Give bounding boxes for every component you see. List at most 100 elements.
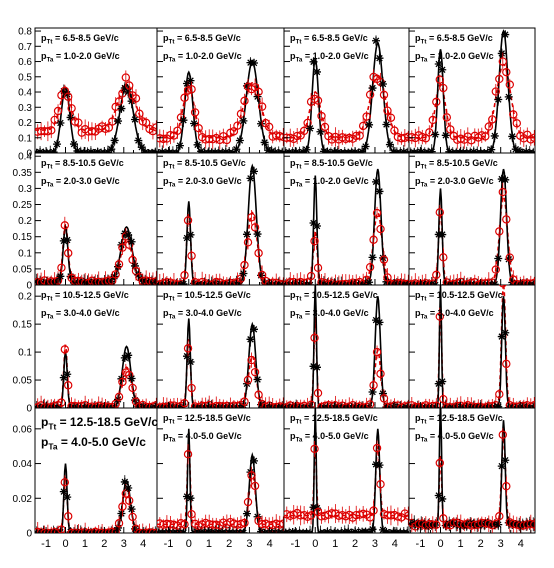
label-pTt: pTt = 12.5-18.5 GeV/c xyxy=(163,413,251,426)
black-star-point xyxy=(137,143,146,152)
red-circle-point xyxy=(435,312,444,321)
red-circle-point xyxy=(187,251,196,260)
label-pTa: pTa = 3.0-4.0 GeV/c xyxy=(41,308,120,321)
black-star-point xyxy=(93,403,102,408)
black-star-point xyxy=(494,402,503,408)
black-star-point xyxy=(257,527,266,533)
red-circle-point xyxy=(310,444,319,454)
panel-frame xyxy=(408,407,536,534)
red-circle-point xyxy=(236,274,246,283)
red-circle-point xyxy=(310,236,319,246)
red-circle-point xyxy=(240,397,249,406)
black-star-point xyxy=(124,351,133,360)
black-star-point xyxy=(186,76,195,85)
red-circle-point xyxy=(247,213,256,222)
black-star-point xyxy=(452,520,461,529)
red-circle-point xyxy=(509,110,518,119)
black-star-point xyxy=(501,175,510,184)
label-pTa: pTa = 1.0-2.0 GeV/c xyxy=(415,51,494,64)
x-tick-label: 4 xyxy=(392,538,398,550)
red-circle-point xyxy=(173,126,182,135)
red-circle-point xyxy=(362,275,371,284)
red-circle-point xyxy=(94,528,103,533)
y-tick-label: 0 xyxy=(26,529,32,540)
black-star-point xyxy=(529,520,535,529)
black-star-point xyxy=(179,116,188,125)
red-circle-point xyxy=(279,132,284,142)
red-circle-point xyxy=(114,392,124,402)
black-star-point xyxy=(66,113,75,122)
black-star-point xyxy=(107,277,116,285)
black-star-point xyxy=(497,175,506,184)
y-tick-label: 0.1 xyxy=(18,348,32,359)
black-star-point xyxy=(190,279,199,285)
red-circle-point xyxy=(502,359,511,369)
black-star-point xyxy=(246,174,255,183)
black-star-point xyxy=(250,456,259,465)
panel-r1-c2: pTt = 8.5-10.5 GeV/c pTa = 1.0-2.0 GeV/c xyxy=(283,152,410,286)
black-star-point xyxy=(49,148,58,153)
black-star-point xyxy=(347,280,356,285)
black-star-point xyxy=(53,278,62,285)
black-star-point xyxy=(445,147,454,153)
black-star-point xyxy=(494,95,503,104)
red-circle-point xyxy=(313,388,323,398)
red-circle-point xyxy=(64,381,73,390)
black-star-point xyxy=(260,278,269,285)
black-star-point xyxy=(242,230,251,239)
black-fit-line xyxy=(157,60,284,153)
red-circle-point xyxy=(74,118,83,127)
black-star-point xyxy=(250,167,259,176)
black-star-point xyxy=(190,119,199,128)
x-tick-label: 0 xyxy=(186,538,192,550)
red-circle-point xyxy=(254,390,263,399)
red-circle-point xyxy=(67,104,76,113)
red-circle-point xyxy=(372,443,382,453)
black-star-point xyxy=(504,255,513,264)
black-star-point xyxy=(107,145,116,153)
black-star-point xyxy=(434,60,443,69)
x-tick-label: 3 xyxy=(121,538,127,550)
black-star-point xyxy=(494,254,503,263)
red-circle-point xyxy=(435,75,444,84)
black-star-point xyxy=(323,147,332,153)
red-circle-point xyxy=(233,121,242,130)
red-circle-point xyxy=(64,248,73,258)
y-tick-label: 0.6 xyxy=(18,57,32,68)
red-circle-point xyxy=(376,480,385,489)
red-circle-point xyxy=(512,119,522,128)
black-star-point xyxy=(424,521,433,530)
red-circle-point xyxy=(306,400,316,408)
label-pTa: pTa = 1.0-2.0 GeV/c xyxy=(290,51,369,64)
x-tick-label: 2 xyxy=(226,538,232,550)
black-star-point xyxy=(333,148,342,153)
red-circle-point xyxy=(369,506,378,515)
red-circle-point xyxy=(152,123,157,132)
label-pTt: pTt = 6.5-8.5 GeV/c xyxy=(290,33,368,46)
black-star-point xyxy=(441,402,450,408)
black-star-point xyxy=(448,518,457,527)
red-circle-point xyxy=(118,502,127,511)
red-circle-point xyxy=(114,260,124,269)
black-star-point xyxy=(417,147,426,153)
black-star-point xyxy=(211,279,220,285)
black-star-point xyxy=(323,528,332,533)
y-tick-label: 0.1 xyxy=(18,248,32,259)
red-circle-point xyxy=(432,520,441,530)
black-star-point xyxy=(56,119,65,128)
black-star-point xyxy=(134,136,143,145)
red-fit-line xyxy=(284,211,409,285)
black-star-point xyxy=(292,402,301,408)
black-star-point xyxy=(232,279,241,285)
red-circle-point xyxy=(236,109,246,119)
red-circle-point xyxy=(369,381,378,390)
red-circle-point xyxy=(64,512,73,521)
red-circle-point xyxy=(372,347,382,357)
black-star-point xyxy=(124,87,133,96)
black-star-point xyxy=(36,277,45,285)
black-star-point xyxy=(518,403,527,408)
black-star-point xyxy=(182,352,191,361)
black-star-point xyxy=(56,272,65,281)
black-star-point xyxy=(497,462,506,471)
red-fit-line xyxy=(35,83,157,131)
